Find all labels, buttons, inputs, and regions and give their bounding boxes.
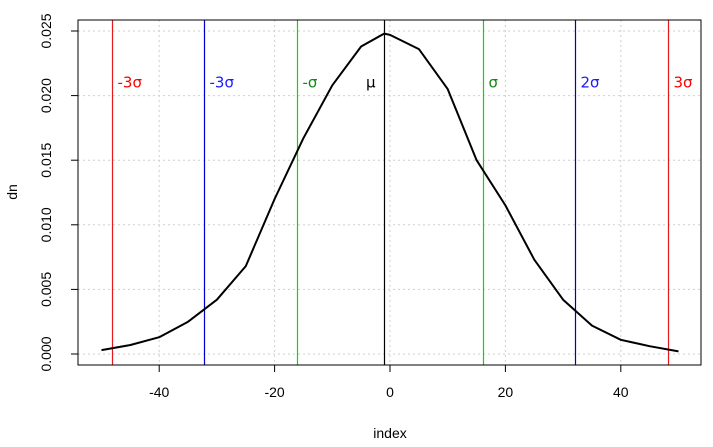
x-tick-label: 20	[498, 384, 514, 400]
sigma-label: -3σ	[210, 74, 235, 92]
grid-lines	[78, 20, 701, 365]
x-tick-label: -40	[149, 384, 169, 400]
density-curve	[101, 32, 679, 353]
x-tick-label: -20	[264, 384, 284, 400]
sigma-label: μ	[366, 74, 376, 92]
sigma-labels: -3σ -3σ -σ μ σ 2σ 3σ	[118, 74, 694, 92]
x-tick-label: 0	[386, 384, 394, 400]
sigma-label: -3σ	[118, 74, 143, 92]
y-tick-label: 0.010	[38, 207, 54, 242]
sigma-lines	[111, 20, 670, 365]
sigma-label: 3σ	[674, 74, 694, 92]
x-axis-title: index	[373, 425, 406, 441]
y-axis: 0.000 0.005 0.010 0.015 0.020 0.025	[38, 13, 78, 372]
sigma-label: -σ	[303, 74, 318, 92]
x-axis: -40 -20 0 20 40	[149, 365, 629, 400]
y-axis-title: dn	[4, 184, 20, 200]
sigma-label: 2σ	[581, 74, 601, 92]
sigma-label: σ	[489, 74, 499, 92]
y-tick-label: 0.015	[38, 142, 54, 177]
x-tick-label: 40	[613, 384, 629, 400]
y-tick-label: 0.000	[38, 336, 54, 371]
y-tick-label: 0.005	[38, 272, 54, 307]
y-tick-label: 0.025	[38, 13, 54, 48]
y-tick-label: 0.020	[38, 78, 54, 113]
